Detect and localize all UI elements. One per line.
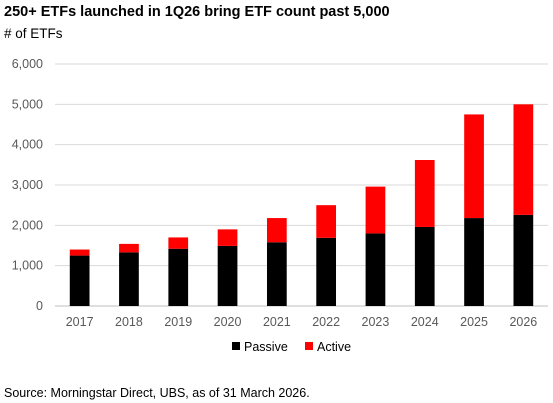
- bar-passive-2025: [464, 218, 484, 306]
- legend: Passive Active: [232, 340, 351, 354]
- bar-active-2024: [414, 159, 435, 227]
- bar-active-2019: [168, 237, 189, 249]
- bar-active-2021: [266, 218, 287, 243]
- legend-label-passive: Passive: [244, 340, 288, 354]
- y-tick-label: 0: [36, 299, 43, 313]
- y-tick-label: 1,000: [12, 259, 43, 273]
- x-axis-ticks: 2017 2018 2019 2020 2021 2022 2023 2024 2025 2026: [66, 315, 538, 329]
- x-tick-label: 2019: [164, 315, 192, 329]
- y-tick-label: 6,000: [12, 57, 43, 71]
- bar-passive-2019: [168, 248, 189, 306]
- bar-passive-2024: [414, 226, 435, 306]
- source-note: Source: Morningstar Direct, UBS, as of 3…: [4, 386, 310, 400]
- bar-passive-2020: [217, 245, 238, 306]
- stacked-bar-chart: 0 1,000 2,000 3,000 4,000 5,000 6,000 2017 2018…: [12, 57, 548, 354]
- bar-passive-2023: [365, 233, 386, 306]
- bar-active-2022: [316, 205, 337, 238]
- bar-active-2025: [464, 114, 484, 219]
- legend-swatch-active: [305, 342, 313, 350]
- x-tick-label: 2020: [214, 315, 242, 329]
- y-tick-label: 3,000: [12, 178, 43, 192]
- bar-passive-2018: [119, 252, 139, 306]
- y-tick-label: 4,000: [12, 138, 43, 152]
- x-tick-label: 2018: [115, 315, 143, 329]
- x-tick-label: 2021: [263, 315, 291, 329]
- bars: [69, 104, 534, 306]
- legend-label-active: Active: [317, 340, 351, 354]
- y-tick-label: 5,000: [12, 97, 43, 111]
- y-tick-label: 2,000: [12, 218, 43, 232]
- bar-passive-2017: [69, 255, 90, 306]
- bar-active-2018: [119, 243, 139, 253]
- y-axis-ticks: 0 1,000 2,000 3,000 4,000 5,000 6,000: [12, 57, 43, 313]
- y-axis-unit-label: # of ETFs: [4, 26, 63, 41]
- bar-passive-2026: [513, 214, 534, 306]
- bar-active-2023: [365, 186, 386, 234]
- x-tick-label: 2025: [460, 315, 488, 329]
- bar-active-2026: [513, 104, 534, 215]
- bar-passive-2021: [266, 242, 287, 306]
- bar-passive-2022: [316, 237, 337, 306]
- x-tick-label: 2023: [362, 315, 390, 329]
- x-tick-label: 2017: [66, 315, 94, 329]
- bar-active-2017: [69, 249, 90, 256]
- legend-swatch-passive: [232, 342, 240, 350]
- x-tick-label: 2026: [509, 315, 537, 329]
- chart-title: 250+ ETFs launched in 1Q26 bring ETF cou…: [4, 4, 390, 20]
- x-tick-label: 2024: [411, 315, 439, 329]
- bar-active-2020: [217, 229, 238, 246]
- x-tick-label: 2022: [312, 315, 340, 329]
